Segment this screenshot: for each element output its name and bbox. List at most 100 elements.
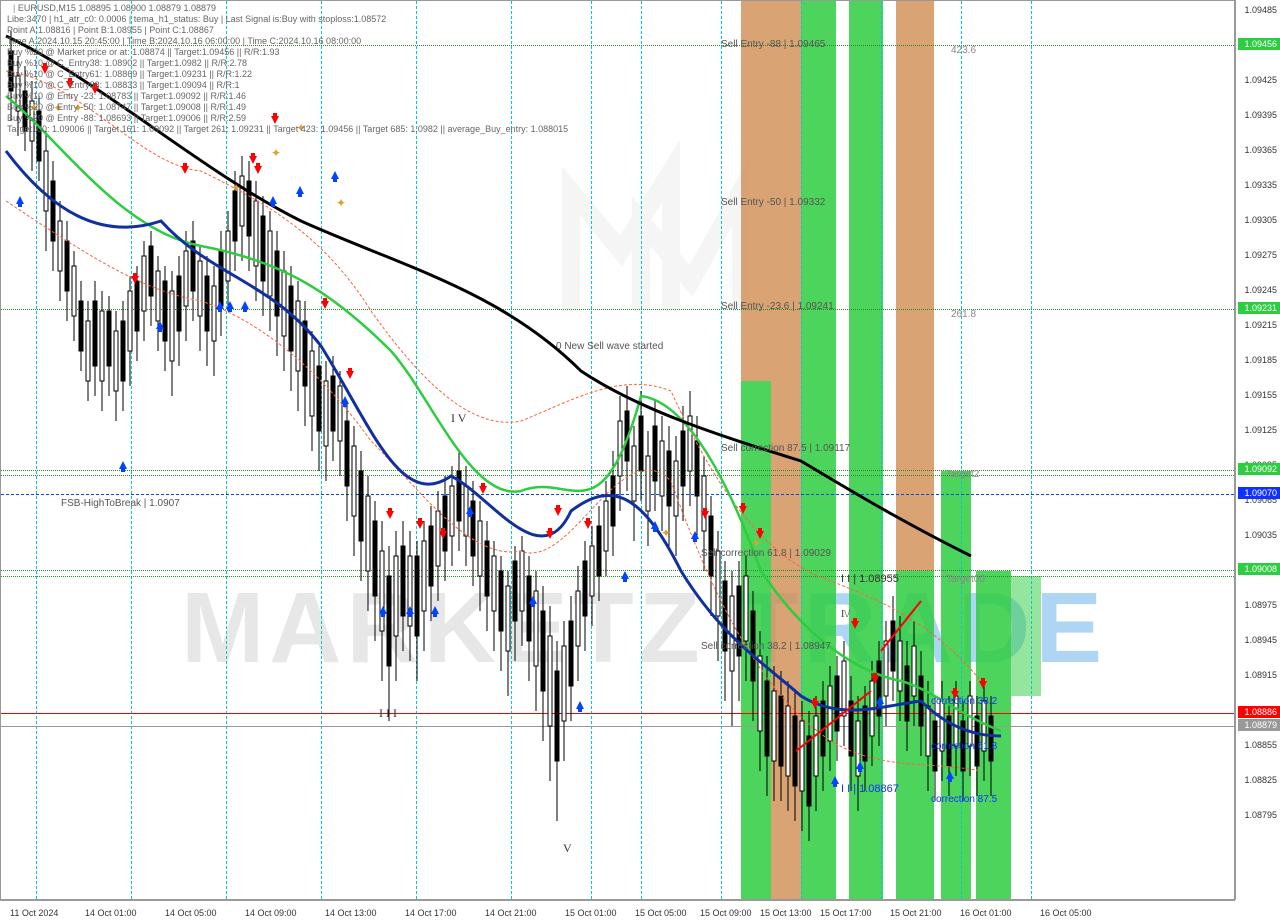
price-marker: 1.09092: [1238, 463, 1280, 475]
info-line-2: Libe:3470 | h1_atr_c0: 0.0006 | tema_h1_…: [7, 14, 386, 25]
chart-title: | EURUSD,M15 1.08895 1.08900 1.08879 1.0…: [13, 3, 216, 14]
price-tick: 1.09305: [1244, 215, 1277, 225]
price-tick: 1.09425: [1244, 75, 1277, 85]
price-tick: 1.09185: [1244, 355, 1277, 365]
arrow-down-icon: [386, 511, 394, 519]
arrow-down-icon: [131, 276, 139, 284]
price-marker: 1.08886: [1238, 706, 1280, 718]
arrow-down-icon: [584, 521, 592, 529]
arrow-down-icon: [979, 681, 987, 689]
time-axis: 11 Oct 202414 Oct 01:0014 Oct 05:0014 Oc…: [0, 900, 1235, 920]
annotation-fib-423: 423.6: [951, 45, 976, 56]
arrow-up-icon: [856, 761, 864, 769]
wave-iv: I V: [451, 411, 466, 426]
annotation-sell-entry-50: Sell Entry -50 | 1.09332: [721, 197, 825, 208]
time-tick: 15 Oct 01:00: [565, 908, 617, 918]
arrow-up-icon: [379, 606, 387, 614]
price-tick: 1.09215: [1244, 320, 1277, 330]
annotation-sell-corr-87: Sell correction 87.5 | 1.09117: [721, 443, 850, 454]
star-icon: ✦: [271, 146, 281, 160]
arrow-up-icon: [946, 771, 954, 779]
arrow-down-icon: [851, 621, 859, 629]
arrow-up-icon: [269, 196, 277, 204]
annotation-corr-38: correction 38.2: [931, 696, 997, 707]
arrow-down-icon: [739, 506, 747, 514]
time-tick: 14 Oct 09:00: [245, 908, 297, 918]
arrow-down-icon: [479, 486, 487, 494]
arrow-down-icon: [321, 301, 329, 309]
price-tick: 1.08945: [1244, 635, 1277, 645]
time-tick: 14 Oct 21:00: [485, 908, 537, 918]
annotation-corr-87: correction 87.5: [931, 794, 997, 805]
arrow-down-icon: [271, 116, 279, 124]
price-tick: 1.09335: [1244, 180, 1277, 190]
annotation-fsb: FSB-HighToBreak | 1.0907: [61, 498, 180, 509]
price-marker: 1.08879: [1238, 719, 1280, 731]
price-marker: 1.09008: [1238, 563, 1280, 575]
price-tick: 1.08795: [1244, 810, 1277, 820]
chart-area[interactable]: MARKETZ TRADE: [0, 0, 1235, 900]
arrow-down-icon: [811, 701, 819, 709]
info-line-4: Time A:2024.10.15 20:45:00 | Time B:2024…: [7, 36, 361, 47]
star-icon: ✦: [336, 196, 346, 210]
annotation-ii-high: I I | 1.08955: [841, 573, 899, 585]
time-tick: 14 Oct 01:00: [85, 908, 137, 918]
arrow-down-icon: [701, 511, 709, 519]
price-marker: 1.09070: [1238, 487, 1280, 499]
arrow-up-icon: [216, 301, 224, 309]
arrow-up-icon: [831, 776, 839, 784]
arrow-up-icon: [529, 596, 537, 604]
price-tick: 1.09035: [1244, 530, 1277, 540]
info-line-12: Target100: 1.09006 || Target 161: 1.0909…: [7, 124, 568, 135]
time-tick: 15 Oct 09:00: [700, 908, 752, 918]
info-line-5: Buy %20 @ Market price or at: 1.08874 ||…: [7, 47, 279, 58]
price-tick: 1.08825: [1244, 775, 1277, 785]
wave-mark: I\/: [841, 609, 850, 620]
price-axis: 1.094851.094551.094251.093951.093651.093…: [1235, 0, 1280, 900]
price-tick: 1.09395: [1244, 110, 1277, 120]
time-tick: 15 Oct 21:00: [890, 908, 942, 918]
arrow-down-icon: [871, 676, 879, 684]
annotation-ii-low: I I | 1.08867: [841, 783, 899, 795]
annotation-new-sell: 0 New Sell wave started: [556, 341, 663, 352]
annotation-sell-entry-23: Sell Entry -23.6 | 1.09241: [721, 301, 834, 312]
arrow-up-icon: [691, 531, 699, 539]
info-line-6: Buy %10 @ C_Entry38: 1.08902 || Target:1…: [7, 58, 247, 69]
price-tick: 1.08855: [1244, 740, 1277, 750]
arrow-up-icon: [296, 186, 304, 194]
price-tick: 1.09275: [1244, 250, 1277, 260]
annotation-target2: Target2: [946, 469, 979, 480]
star-icon: ✦: [661, 526, 671, 540]
annotation-corr-61: correction 61.8: [931, 741, 997, 752]
annotation-sell-corr-61: Sell correction 61.8 | 1.09029: [701, 548, 831, 559]
info-line-8: Buy %10 @ C_Entry88: 1.08833 || Target:1…: [7, 80, 239, 91]
arrow-up-icon: [876, 696, 884, 704]
price-tick: 1.09155: [1244, 390, 1277, 400]
price-tick: 1.08915: [1244, 670, 1277, 680]
price-marker: 1.09231: [1238, 302, 1280, 314]
arrow-up-icon: [621, 571, 629, 579]
wave-iii: I I I: [379, 706, 397, 721]
arrow-down-icon: [439, 531, 447, 539]
info-line-9: Buy %10 @ Entry -23: 1.08783 || Target:1…: [7, 91, 246, 102]
arrow-up-icon: [651, 521, 659, 529]
annotation-target0: Target00: [946, 574, 985, 585]
arrow-down-icon: [346, 371, 354, 379]
arrow-up-icon: [406, 606, 414, 614]
arrow-up-icon: [576, 701, 584, 709]
arrow-up-icon: [341, 396, 349, 404]
arrow-up-icon: [331, 171, 339, 179]
arrow-up-icon: [156, 321, 164, 329]
arrow-up-icon: [226, 301, 234, 309]
info-line-7: Buy %10 @ C_Entry61: 1.08869 || Target:1…: [7, 69, 252, 80]
time-tick: 14 Oct 17:00: [405, 908, 457, 918]
price-tick: 1.08975: [1244, 600, 1277, 610]
annotation-sell-corr-38: Sell correction 38.2 | 1.08947: [701, 641, 831, 652]
price-tick: 1.09485: [1244, 5, 1277, 15]
indicator-lines: [1, 1, 1236, 901]
arrow-up-icon: [119, 461, 127, 469]
price-tick: 1.09245: [1244, 285, 1277, 295]
time-tick: 15 Oct 13:00: [760, 908, 812, 918]
time-tick: 14 Oct 13:00: [325, 908, 377, 918]
price-tick: 1.09365: [1244, 145, 1277, 155]
